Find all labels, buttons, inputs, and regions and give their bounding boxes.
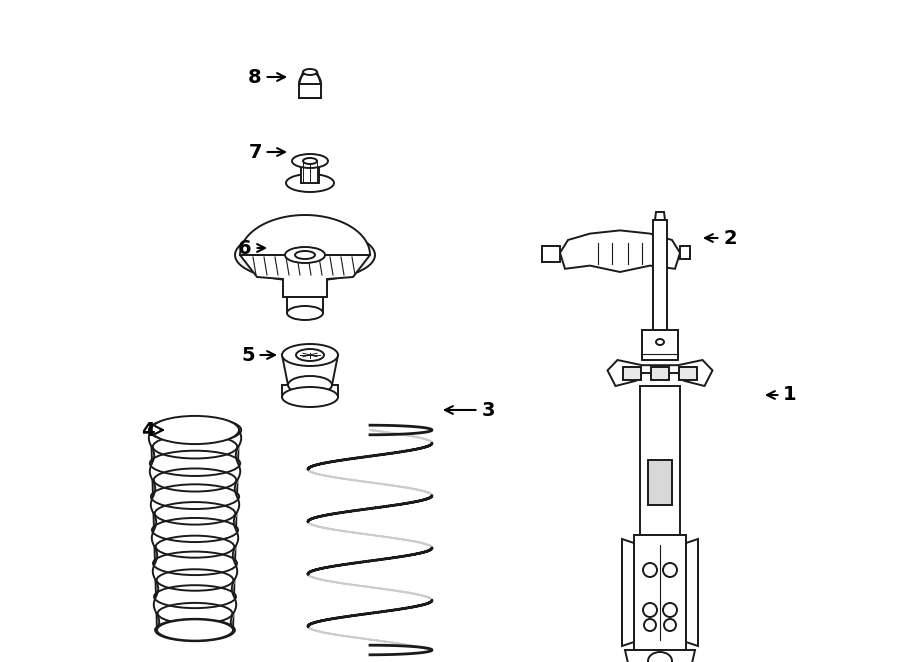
Ellipse shape xyxy=(235,229,375,281)
Text: 2: 2 xyxy=(705,228,737,248)
Ellipse shape xyxy=(643,563,657,577)
Ellipse shape xyxy=(151,416,239,444)
Text: 1: 1 xyxy=(767,385,796,404)
Polygon shape xyxy=(301,161,319,183)
Ellipse shape xyxy=(282,387,338,407)
Polygon shape xyxy=(240,255,370,297)
Text: 6: 6 xyxy=(238,238,265,258)
Polygon shape xyxy=(625,650,695,662)
Ellipse shape xyxy=(656,339,664,345)
Ellipse shape xyxy=(286,174,334,192)
Ellipse shape xyxy=(292,154,328,168)
Polygon shape xyxy=(640,386,680,535)
Polygon shape xyxy=(653,220,667,330)
Polygon shape xyxy=(542,246,560,262)
Ellipse shape xyxy=(296,349,324,361)
Polygon shape xyxy=(648,460,672,505)
Polygon shape xyxy=(560,230,680,272)
Ellipse shape xyxy=(644,619,656,631)
Text: 5: 5 xyxy=(241,346,274,365)
Polygon shape xyxy=(282,385,338,397)
Polygon shape xyxy=(655,212,665,220)
Polygon shape xyxy=(299,84,321,98)
Ellipse shape xyxy=(282,344,338,366)
Polygon shape xyxy=(679,367,697,379)
Ellipse shape xyxy=(285,247,325,263)
Polygon shape xyxy=(282,355,338,385)
Ellipse shape xyxy=(648,652,672,662)
Ellipse shape xyxy=(287,306,323,320)
Polygon shape xyxy=(642,330,678,360)
Ellipse shape xyxy=(663,563,677,577)
Polygon shape xyxy=(287,297,323,313)
Polygon shape xyxy=(623,367,641,379)
Polygon shape xyxy=(680,246,690,260)
Polygon shape xyxy=(651,367,669,379)
Ellipse shape xyxy=(303,69,317,75)
Text: 3: 3 xyxy=(446,401,495,420)
Ellipse shape xyxy=(663,603,677,617)
Ellipse shape xyxy=(643,603,657,617)
Polygon shape xyxy=(686,539,698,646)
Polygon shape xyxy=(299,72,321,84)
Text: 8: 8 xyxy=(248,68,285,87)
Text: 7: 7 xyxy=(248,142,285,162)
Polygon shape xyxy=(240,215,370,255)
Ellipse shape xyxy=(664,619,676,631)
Polygon shape xyxy=(634,535,686,650)
Ellipse shape xyxy=(157,620,233,641)
Text: 4: 4 xyxy=(141,420,163,440)
Polygon shape xyxy=(622,539,634,646)
Polygon shape xyxy=(151,430,239,630)
Ellipse shape xyxy=(303,158,317,164)
Ellipse shape xyxy=(295,251,315,259)
Ellipse shape xyxy=(288,376,332,394)
Polygon shape xyxy=(608,360,713,386)
